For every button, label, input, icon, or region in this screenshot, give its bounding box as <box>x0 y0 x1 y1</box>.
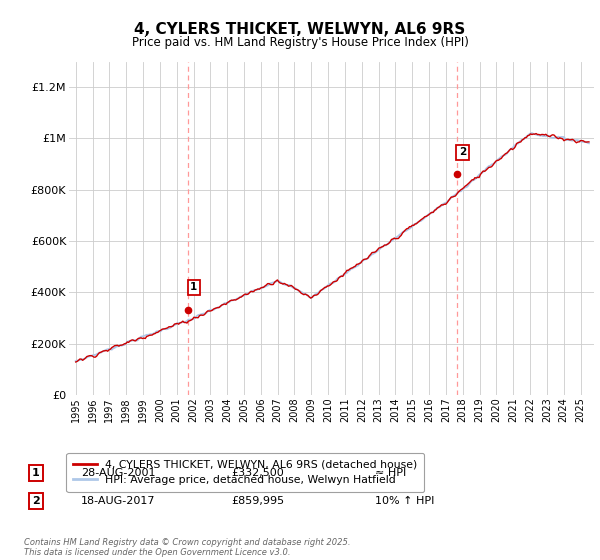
Text: 28-AUG-2001: 28-AUG-2001 <box>81 468 155 478</box>
Legend: 4, CYLERS THICKET, WELWYN, AL6 9RS (detached house), HPI: Average price, detache: 4, CYLERS THICKET, WELWYN, AL6 9RS (deta… <box>67 453 424 492</box>
Text: 2: 2 <box>459 147 466 157</box>
Text: 10% ↑ HPI: 10% ↑ HPI <box>375 496 434 506</box>
Text: ≈ HPI: ≈ HPI <box>375 468 406 478</box>
Text: 1: 1 <box>32 468 40 478</box>
Text: 2: 2 <box>32 496 40 506</box>
Text: 4, CYLERS THICKET, WELWYN, AL6 9RS: 4, CYLERS THICKET, WELWYN, AL6 9RS <box>134 22 466 38</box>
Text: Price paid vs. HM Land Registry's House Price Index (HPI): Price paid vs. HM Land Registry's House … <box>131 36 469 49</box>
Text: 18-AUG-2017: 18-AUG-2017 <box>81 496 155 506</box>
Text: £332,500: £332,500 <box>231 468 284 478</box>
Text: Contains HM Land Registry data © Crown copyright and database right 2025.
This d: Contains HM Land Registry data © Crown c… <box>24 538 350 557</box>
Text: 1: 1 <box>190 282 197 292</box>
Text: £859,995: £859,995 <box>231 496 284 506</box>
